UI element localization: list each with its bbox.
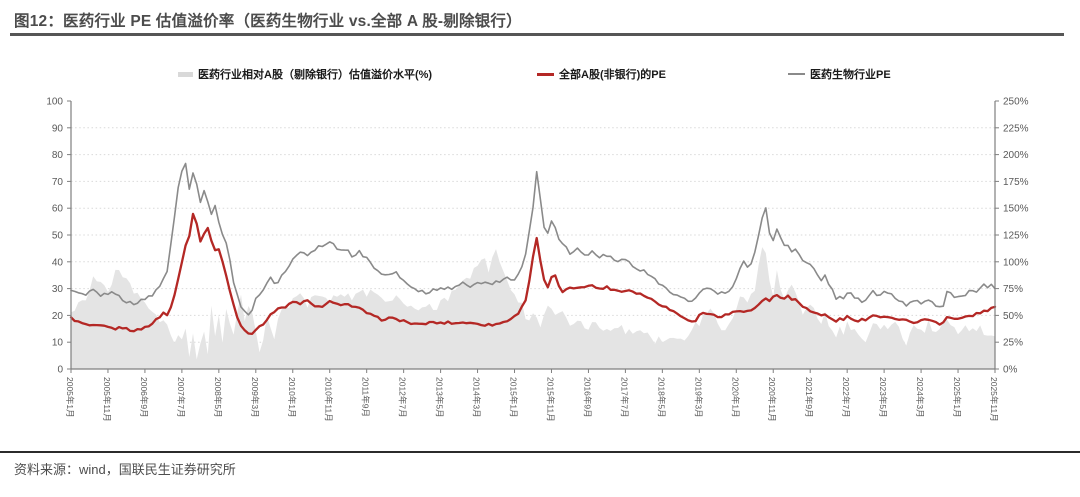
chart-legend: 医药行业相对A股（剔除银行）估值溢价水平(%) 全部A股(非银行)的PE 医药生…	[0, 66, 1080, 82]
svg-text:2019年3月: 2019年3月	[693, 377, 703, 418]
svg-text:2013年5月: 2013年5月	[435, 377, 445, 418]
svg-text:90: 90	[52, 123, 64, 134]
svg-text:2022年7月: 2022年7月	[841, 377, 851, 418]
svg-text:2020年1月: 2020年1月	[730, 377, 740, 418]
svg-text:2024年3月: 2024年3月	[915, 377, 925, 418]
svg-text:2015年11月: 2015年11月	[545, 377, 555, 422]
svg-text:2014年3月: 2014年3月	[472, 377, 482, 418]
svg-text:2010年1月: 2010年1月	[287, 377, 297, 418]
svg-text:2006年9月: 2006年9月	[139, 377, 149, 418]
svg-text:2023年5月: 2023年5月	[878, 377, 888, 418]
svg-text:20: 20	[52, 311, 64, 322]
title-divider	[10, 33, 1064, 36]
legend-label-premium-area: 医药行业相对A股（剔除银行）估值溢价水平(%)	[198, 69, 433, 81]
svg-text:0%: 0%	[1003, 365, 1018, 376]
svg-text:2009年3月: 2009年3月	[250, 377, 260, 418]
svg-text:250%: 250%	[1003, 97, 1029, 108]
svg-text:100: 100	[46, 97, 63, 108]
svg-text:2007年7月: 2007年7月	[176, 377, 186, 418]
svg-text:2020年11月: 2020年11月	[767, 377, 777, 422]
svg-text:125%: 125%	[1003, 231, 1029, 242]
pharma-pe-line-swatch-icon	[788, 73, 805, 75]
svg-text:60: 60	[52, 204, 64, 215]
legend-item-all-a-pe: 全部A股(非银行)的PE	[537, 66, 666, 82]
svg-text:2005年1月: 2005年1月	[65, 377, 75, 418]
svg-text:50: 50	[52, 231, 64, 242]
source-note: 资料来源：wind，国联民生证券研究所	[14, 462, 236, 477]
svg-text:2025年11月: 2025年11月	[989, 377, 999, 422]
svg-text:100%: 100%	[1003, 257, 1029, 268]
premium-area-swatch-icon	[178, 71, 193, 77]
svg-text:200%: 200%	[1003, 150, 1029, 161]
svg-text:70: 70	[52, 177, 64, 188]
svg-text:10: 10	[52, 338, 64, 349]
svg-text:2021年9月: 2021年9月	[804, 377, 814, 418]
footer-divider	[0, 451, 1080, 453]
figure-title: 图12：医药行业 PE 估值溢价率（医药生物行业 vs.全部 A 股-剔除银行）	[14, 13, 522, 30]
svg-text:150%: 150%	[1003, 204, 1029, 215]
legend-item-premium-area: 医药行业相对A股（剔除银行）估值溢价水平(%)	[178, 66, 432, 82]
svg-text:2025年1月: 2025年1月	[952, 377, 962, 418]
svg-text:40: 40	[52, 257, 64, 268]
svg-text:0: 0	[57, 365, 63, 376]
svg-text:225%: 225%	[1003, 123, 1029, 134]
svg-text:2011年9月: 2011年9月	[361, 377, 371, 417]
svg-text:2008年5月: 2008年5月	[213, 377, 223, 418]
svg-text:80: 80	[52, 150, 64, 161]
legend-label-pharma-pe: 医药生物行业PE	[810, 69, 891, 81]
all-a-pe-line-swatch-icon	[537, 72, 554, 76]
svg-text:30: 30	[52, 284, 64, 295]
svg-text:25%: 25%	[1003, 338, 1023, 349]
svg-text:2015年1月: 2015年1月	[509, 377, 519, 418]
svg-text:2018年5月: 2018年5月	[656, 377, 666, 418]
svg-text:50%: 50%	[1003, 311, 1023, 322]
legend-label-all-a-pe: 全部A股(非银行)的PE	[559, 69, 666, 81]
svg-text:75%: 75%	[1003, 284, 1023, 295]
svg-text:2010年11月: 2010年11月	[324, 377, 334, 422]
svg-text:2017年7月: 2017年7月	[619, 377, 629, 418]
svg-text:2012年7月: 2012年7月	[398, 377, 408, 418]
svg-text:2005年11月: 2005年11月	[102, 377, 112, 422]
legend-item-pharma-pe: 医药生物行业PE	[788, 66, 891, 82]
svg-text:175%: 175%	[1003, 177, 1029, 188]
svg-text:2016年9月: 2016年9月	[582, 377, 592, 418]
